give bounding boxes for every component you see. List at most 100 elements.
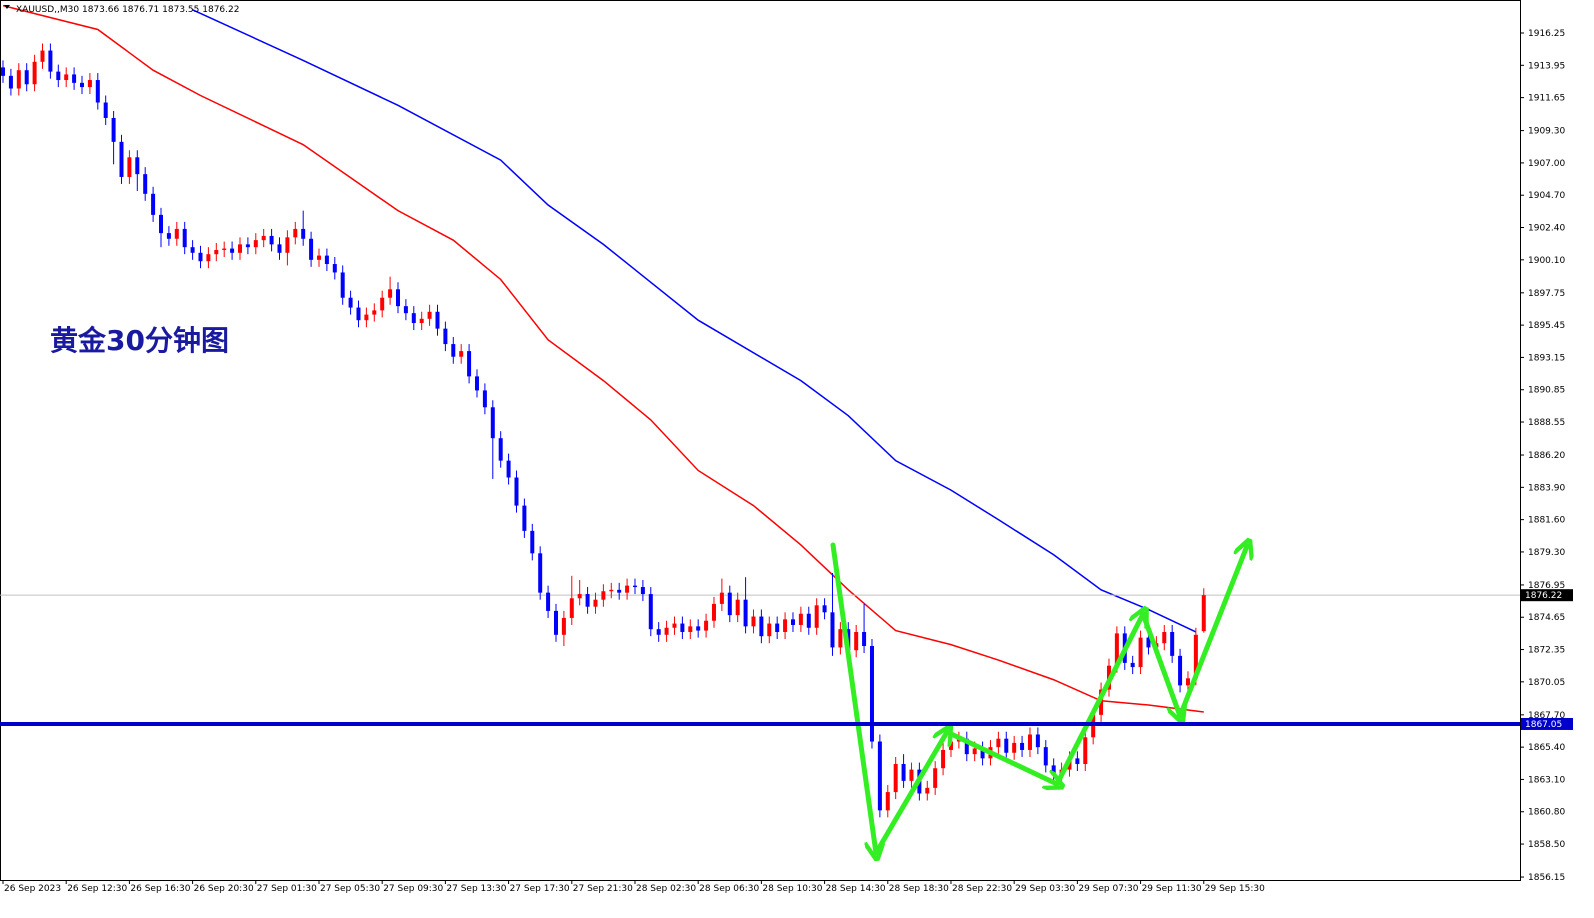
candle-body [601, 591, 606, 600]
y-tick-label: 1860.80 [1528, 808, 1565, 818]
candle-body [214, 249, 219, 255]
x-tick-label: 28 Sep 10:30 [762, 884, 822, 894]
x-tick-label: 26 Sep 16:30 [130, 884, 190, 894]
candle-body [309, 238, 314, 260]
candle-body [609, 589, 614, 592]
y-tick-label: 1902.40 [1528, 224, 1565, 234]
y-tick-label: 1916.25 [1528, 29, 1565, 39]
candle-body [1114, 633, 1119, 666]
y-tick-label: 1876.95 [1528, 581, 1565, 591]
candle-body [538, 553, 543, 593]
y-tick-label: 1888.55 [1528, 418, 1565, 428]
y-tick-label: 1886.20 [1528, 451, 1565, 461]
candle-body [751, 616, 756, 627]
candle-body [87, 80, 92, 88]
x-tick-label: 29 Sep 03:30 [1015, 884, 1075, 894]
arrow [830, 542, 876, 853]
candle-body [1178, 655, 1183, 686]
candle-body [530, 530, 535, 554]
candle-body [522, 505, 527, 531]
plot-area [0, 4, 1520, 818]
last-close: 1876.22 [202, 5, 239, 15]
y-tick-label: 1900.10 [1528, 256, 1565, 266]
arrow [1054, 614, 1143, 787]
plot-frame [0, 0, 1521, 881]
candle-body [775, 623, 780, 632]
candle-body [806, 613, 811, 628]
candle-body [1012, 742, 1017, 753]
candle-body [285, 237, 290, 253]
candle-body [245, 244, 250, 248]
candle-body [151, 193, 156, 215]
symbol-icon [4, 5, 10, 9]
last-price-label: 1876.22 [1525, 591, 1562, 601]
wave-arrows [830, 542, 1247, 853]
candle-body [324, 255, 329, 265]
candle-body [980, 748, 985, 759]
x-tick-label: 27 Sep 05:30 [320, 884, 380, 894]
candle-body [451, 344, 456, 357]
candle-body [1146, 637, 1151, 648]
candle-body [427, 311, 432, 319]
candle-body [909, 769, 914, 781]
candle-body [403, 306, 408, 314]
candle-body [514, 477, 519, 506]
candle-body [388, 289, 393, 298]
candle-body [625, 585, 630, 593]
candle-body [230, 248, 235, 253]
y-tick-label: 1895.45 [1528, 321, 1565, 331]
candle-body [253, 240, 258, 248]
candle-body [395, 289, 400, 307]
candle-body [1130, 662, 1135, 668]
candle-body [1035, 734, 1040, 748]
y-tick-label: 1872.35 [1528, 646, 1565, 656]
candle-body [838, 629, 843, 648]
candle-body [964, 738, 969, 755]
x-tick-label: 27 Sep 17:30 [510, 884, 570, 894]
candle-body [735, 599, 740, 616]
candle-body [664, 627, 669, 635]
candle-body [996, 738, 1001, 748]
x-tick-label: 27 Sep 13:30 [446, 884, 506, 894]
header: XAUUSD,,M30 1873.66 1876.71 1873.55 1876… [16, 5, 239, 15]
candle-body [40, 50, 45, 62]
candle-body [372, 310, 377, 315]
candle-body [340, 272, 345, 298]
candle-body [182, 228, 187, 248]
candle-body [261, 235, 266, 241]
candle-body [972, 748, 977, 755]
x-tick-label: 27 Sep 01:30 [257, 884, 317, 894]
arrow [1177, 546, 1247, 719]
x-tick-label: 26 Sep 2023 [4, 884, 61, 894]
candle-body [948, 741, 953, 750]
candle-body [585, 594, 590, 607]
candle-body [704, 620, 709, 631]
arrow [1140, 611, 1180, 716]
candle-body [1170, 631, 1175, 656]
candle-body [1027, 734, 1032, 750]
y-tick-label: 1893.15 [1528, 353, 1565, 363]
y-tick-label: 1911.65 [1528, 94, 1565, 104]
y-tick-label: 1907.00 [1528, 159, 1565, 169]
candle-body [48, 50, 53, 72]
candle-body [1138, 637, 1143, 668]
candle-body [435, 311, 440, 329]
candle-body [893, 763, 898, 793]
candle-body [64, 74, 69, 81]
symbol: XAUUSD,,M30 [16, 5, 79, 15]
annotation: 黄金30分钟图 [50, 324, 229, 357]
candle-body [688, 626, 693, 632]
candle-body [593, 599, 598, 607]
candle-body [632, 585, 637, 588]
candle-body [467, 351, 472, 377]
candle-body [1075, 758, 1080, 764]
candle-body [901, 763, 906, 781]
candle-body [79, 82, 84, 88]
last-low: 1873.55 [162, 5, 199, 15]
candle-body [198, 252, 203, 262]
candle-body [459, 351, 464, 357]
candle-body [814, 605, 819, 628]
candle-body [767, 623, 772, 637]
candle-body [364, 314, 369, 321]
